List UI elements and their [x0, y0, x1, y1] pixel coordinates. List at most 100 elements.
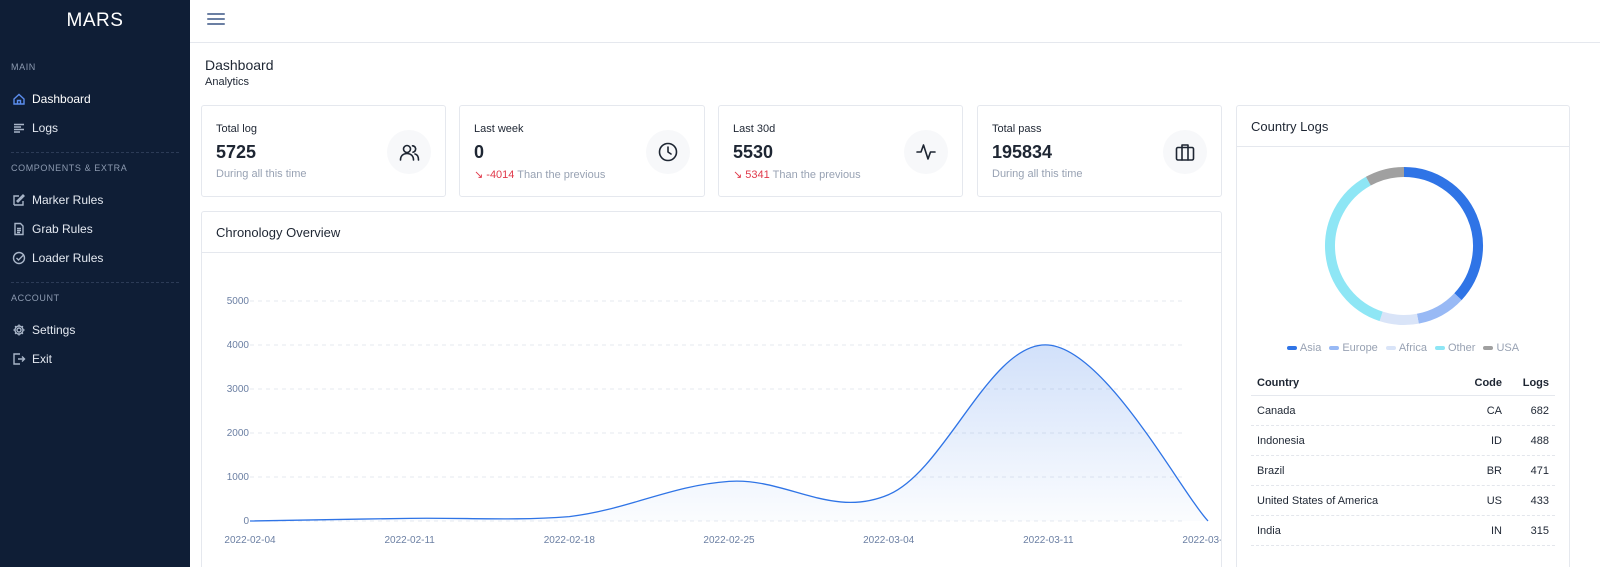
legend-item-usa[interactable]: USA: [1483, 342, 1519, 354]
stat-note: Than the previous: [517, 169, 606, 181]
y-tick-label: 0: [243, 516, 249, 527]
country-legend: Asia Europe Africa Other USA: [1237, 342, 1569, 354]
sidebar-item-marker-rules[interactable]: Marker Rules: [0, 185, 190, 214]
cell-country: India: [1257, 524, 1281, 537]
stat-card-last-30d: Last 30d 5530 ↘ 5341 Than the previous: [718, 105, 963, 197]
table-row: Canada CA 682: [1251, 396, 1555, 426]
stat-card-total-pass: Total pass 195834 During all this time: [977, 105, 1222, 197]
sidebar-section-title: ACCOUNT: [11, 293, 60, 303]
briefcase-icon: [1163, 130, 1207, 174]
cell-code: US: [1486, 494, 1502, 507]
legend-swatch: [1329, 346, 1340, 350]
donut-slice-europe[interactable]: [1416, 293, 1462, 324]
legend-label: Africa: [1398, 342, 1427, 354]
legend-label: USA: [1496, 342, 1520, 354]
stat-label: Total log: [216, 123, 257, 135]
users-icon: [387, 130, 431, 174]
sidebar-divider: [11, 152, 179, 153]
list-icon: [11, 120, 26, 135]
sidebar-item-label: Settings: [32, 322, 76, 337]
chronology-chart: 0 1000 2000 3000 4000 5000 2022-02-04 2022-02-1…: [224, 296, 1221, 546]
x-tick-label: 2022-02-04: [224, 535, 276, 546]
stat-delta: -4014: [486, 169, 515, 181]
table-row: Brazil BR 471: [1251, 456, 1555, 486]
edit-icon: [11, 192, 26, 207]
donut-slice-usa[interactable]: [1365, 167, 1405, 186]
legend-item-europe[interactable]: Europe: [1329, 342, 1378, 354]
menu-toggle-icon[interactable]: [207, 13, 225, 29]
y-tick-label: 3000: [227, 384, 250, 395]
stat-card-last-week: Last week 0 ↘ -4014 Than the previous: [459, 105, 705, 197]
home-icon: [11, 91, 26, 106]
logout-icon: [11, 351, 26, 366]
x-tick-label: 2022-02-11: [384, 535, 435, 546]
stat-note: Than the previous: [772, 169, 861, 181]
donut-slice-other[interactable]: [1325, 176, 1383, 322]
stat-label: Last week: [474, 123, 524, 135]
sidebar-item-label: Grab Rules: [32, 221, 93, 236]
legend-item-other[interactable]: Other: [1434, 342, 1476, 354]
stat-value: 0: [474, 142, 485, 162]
legend-label: Asia: [1299, 342, 1322, 354]
activity-icon: [904, 130, 948, 174]
donut-slice-africa[interactable]: [1379, 311, 1419, 325]
cell-logs: 433: [1530, 494, 1549, 507]
cell-logs: 682: [1530, 404, 1549, 417]
stat-note: During all this time: [216, 168, 307, 180]
stat-value: 5725: [216, 142, 257, 162]
x-tick-label: 2022-03-04: [863, 535, 915, 546]
sidebar-item-exit[interactable]: Exit: [0, 344, 190, 373]
legend-label: Other: [1447, 342, 1476, 354]
col-logs: Logs: [1522, 376, 1549, 389]
clock-icon: [646, 130, 690, 174]
y-tick-label: 1000: [227, 472, 250, 483]
legend-item-africa[interactable]: Africa: [1385, 342, 1427, 354]
gear-icon: [11, 322, 26, 337]
cell-logs: 488: [1530, 434, 1549, 447]
cell-code: IN: [1491, 524, 1502, 537]
legend-swatch: [1385, 346, 1396, 350]
sidebar-section-title: COMPONENTS & EXTRA: [11, 163, 128, 173]
stat-value: 195834: [992, 142, 1053, 162]
country-logs-panel: Country Logs Asia Europe Africa Other US…: [1236, 105, 1570, 567]
delta-down-icon: ↘: [474, 169, 487, 181]
legend-swatch: [1286, 346, 1297, 350]
cell-country: Canada: [1257, 404, 1296, 417]
sidebar: MARS MAIN Dashboard Logs COMPONENTS & EX…: [0, 0, 190, 567]
table-row: United States of America US 433: [1251, 486, 1555, 516]
cell-country: Brazil: [1257, 464, 1285, 477]
x-tick-label: 2022-02-25: [703, 535, 755, 546]
sidebar-nav: MAIN Dashboard Logs COMPONENTS & EXTRA M…: [0, 62, 190, 373]
sidebar-item-settings[interactable]: Settings: [0, 315, 190, 344]
col-country: Country: [1257, 376, 1300, 389]
donut-slice-asia[interactable]: [1403, 167, 1483, 301]
sidebar-item-grab-rules[interactable]: Grab Rules: [0, 214, 190, 243]
stat-note: During all this time: [992, 168, 1083, 180]
y-tick-label: 2000: [227, 428, 250, 439]
topbar: [190, 0, 1600, 43]
cell-logs: 471: [1530, 464, 1549, 477]
x-tick-label: 2022-03-11: [1023, 535, 1074, 546]
page-title: Dashboard: [205, 57, 274, 73]
table-row: India IN 315: [1251, 516, 1555, 546]
sidebar-item-label: Dashboard: [32, 91, 91, 106]
cell-logs: 315: [1530, 524, 1549, 537]
legend-label: Europe: [1342, 342, 1378, 354]
x-tick-label: 2022-03-18: [1182, 535, 1221, 546]
legend-item-asia[interactable]: Asia: [1286, 342, 1322, 354]
table-header: Country Code Logs: [1251, 370, 1555, 396]
stat-label: Last 30d: [733, 123, 776, 135]
sidebar-item-label: Exit: [32, 351, 53, 366]
sidebar-item-label: Marker Rules: [32, 192, 104, 207]
sidebar-item-label: Loader Rules: [32, 250, 104, 265]
sidebar-item-loader-rules[interactable]: Loader Rules: [0, 243, 190, 272]
chronology-panel: Chronology Overview 0 1000 2000 3000 4000 500…: [201, 211, 1222, 567]
sidebar-item-logs[interactable]: Logs: [0, 113, 190, 142]
x-tick-label: 2022-02-18: [544, 535, 596, 546]
brand-logo[interactable]: MARS: [66, 10, 124, 31]
cell-code: BR: [1486, 464, 1502, 477]
stat-label: Total pass: [992, 123, 1042, 135]
table-row: Indonesia ID 488: [1251, 426, 1555, 456]
file-icon: [11, 221, 26, 236]
sidebar-item-dashboard[interactable]: Dashboard: [0, 84, 190, 113]
